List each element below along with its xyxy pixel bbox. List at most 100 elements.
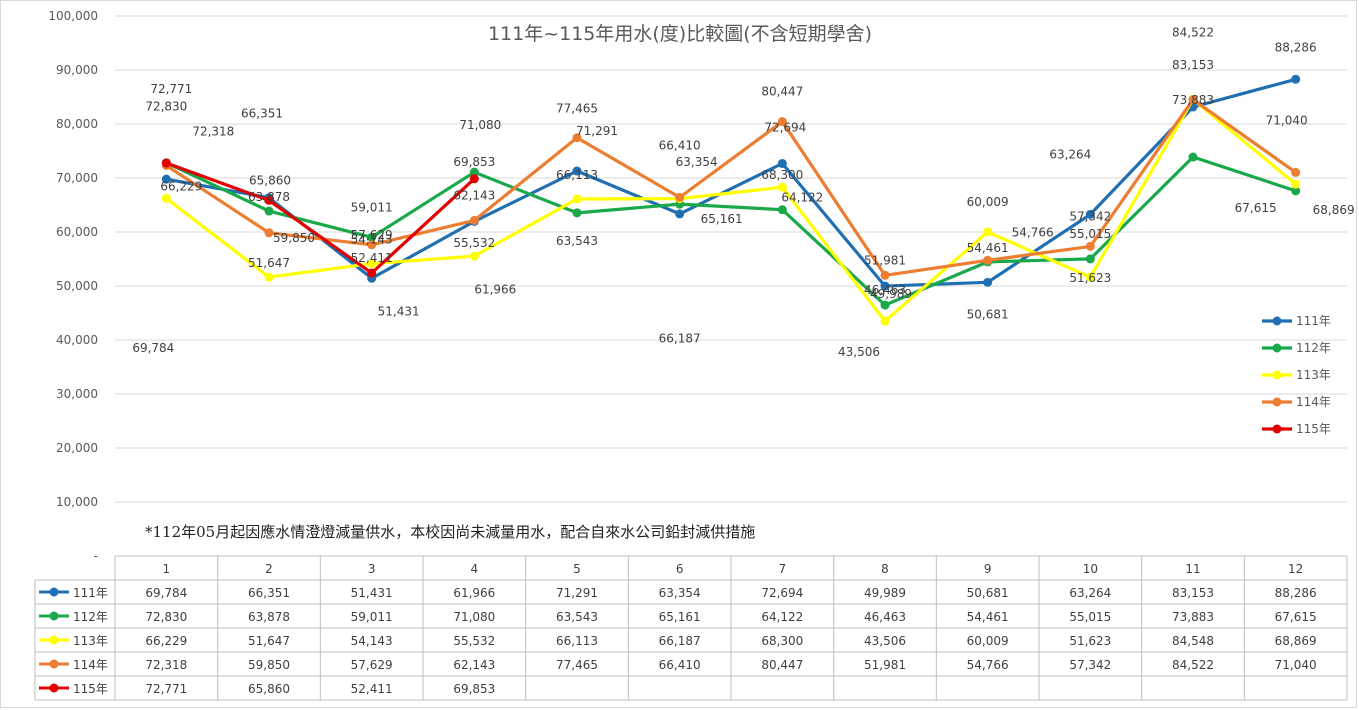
data-point — [161, 158, 171, 168]
data-label: 84,522 — [1172, 26, 1214, 40]
data-label: 55,532 — [453, 236, 495, 250]
data-point — [469, 174, 479, 184]
y-tick-label: 20,000 — [56, 441, 98, 455]
data-point — [469, 167, 479, 177]
data-label: 63,354 — [676, 155, 718, 169]
table-cell: 60,009 — [967, 634, 1009, 648]
data-label: 49,989 — [870, 287, 912, 301]
table-cell: 64,122 — [761, 610, 803, 624]
data-point — [1085, 272, 1095, 282]
data-point — [880, 270, 890, 280]
y-tick-label: 100,000 — [48, 9, 98, 23]
data-point — [880, 281, 890, 291]
data-label: 77,465 — [556, 102, 598, 116]
table-header-cell: 1 — [163, 562, 171, 576]
data-point — [264, 228, 274, 238]
data-label: 71,080 — [459, 118, 501, 132]
data-label: 72,830 — [145, 100, 187, 114]
data-label: 65,860 — [249, 173, 291, 187]
table-row-header: 115年 — [73, 682, 108, 696]
data-point — [1188, 95, 1198, 105]
legend: 111年 112年 113年 114年 115年 — [1262, 314, 1331, 436]
table-cell: 84,548 — [1172, 634, 1214, 648]
table-cell: 54,766 — [967, 658, 1009, 672]
data-label: 55,015 — [1069, 227, 1111, 241]
y-tick-label: 60,000 — [56, 225, 98, 239]
data-label: 66,229 — [160, 179, 202, 193]
table-row-header: 111年 — [73, 586, 108, 600]
data-label: 63,878 — [248, 190, 290, 204]
legend-marker — [1272, 343, 1282, 353]
data-label: 66,113 — [556, 168, 598, 182]
data-label: 66,410 — [659, 138, 701, 152]
data-label: 65,161 — [701, 212, 743, 226]
legend-marker — [1272, 397, 1282, 407]
table-cell: 61,966 — [453, 586, 495, 600]
table-cell: 63,354 — [659, 586, 701, 600]
table-cell: 50,681 — [967, 586, 1009, 600]
table-cell: 57,629 — [351, 658, 393, 672]
data-point — [572, 208, 582, 218]
data-label: 63,264 — [1049, 147, 1091, 161]
chart-note: *112年05月起因應水情澄燈減量供水，本校因尚未減量用水，配合自來水公司鉛封減… — [145, 523, 755, 541]
table-header-cell: 11 — [1185, 562, 1200, 576]
data-label: 80,447 — [761, 85, 803, 99]
y-tick-label: 10,000 — [56, 495, 98, 509]
data-point — [777, 205, 787, 215]
data-point — [1085, 241, 1095, 251]
series-line — [165, 155, 1297, 307]
data-point — [264, 195, 274, 205]
legend-label: 113年 — [1296, 368, 1331, 382]
table-cell: 80,447 — [761, 658, 803, 672]
data-label: 59,850 — [273, 231, 315, 245]
data-labels: 69,784 66,351 51,431 61,966 71,291 63,354 72,6… — [132, 26, 1355, 359]
table-cell: 69,784 — [145, 586, 187, 600]
data-label: 60,009 — [967, 195, 1009, 209]
table-cell: 71,040 — [1275, 658, 1317, 672]
data-point — [1291, 74, 1301, 84]
series-line — [166, 77, 1297, 288]
data-point — [880, 300, 890, 310]
table-cell: 66,410 — [659, 658, 701, 672]
y-tick-label: 80,000 — [56, 117, 98, 131]
table-cell: 55,532 — [453, 634, 495, 648]
data-label: 68,869 — [1313, 203, 1355, 217]
table-row-marker — [49, 635, 59, 645]
table-cell: 51,431 — [351, 586, 393, 600]
data-point — [675, 209, 685, 219]
table-cell: 51,647 — [248, 634, 290, 648]
table-cell: 72,771 — [145, 682, 187, 696]
table-header-cell: 9 — [984, 562, 992, 576]
table-cell: 54,461 — [967, 610, 1009, 624]
table-cell: 66,187 — [659, 634, 701, 648]
table-header-cell: 4 — [471, 562, 479, 576]
legend-marker — [1272, 316, 1282, 326]
chart-title: 111年~115年用水(度)比較圖(不含短期學舍) — [488, 23, 872, 45]
table-header-cell: 5 — [573, 562, 581, 576]
legend-label: 115年 — [1296, 422, 1331, 436]
y-tick-label: 70,000 — [56, 171, 98, 185]
table-header-cell: 2 — [265, 562, 273, 576]
data-label: 51,431 — [378, 304, 420, 318]
data-label: 68,300 — [761, 168, 803, 182]
data-point — [777, 117, 787, 127]
data-label: 51,981 — [864, 253, 906, 267]
y-tick-label: 90,000 — [56, 63, 98, 77]
data-label: 72,318 — [192, 124, 234, 138]
data-label: 51,647 — [248, 256, 290, 270]
data-label: 52,411 — [351, 251, 393, 265]
data-point — [367, 259, 377, 269]
table-cell: 59,011 — [351, 610, 393, 624]
data-label: 62,143 — [453, 188, 495, 202]
table-cell: 68,869 — [1275, 634, 1317, 648]
table-cell: 46,463 — [864, 610, 906, 624]
data-point — [572, 166, 582, 176]
data-label: 66,351 — [241, 107, 283, 121]
table-cell: 65,161 — [659, 610, 701, 624]
data-point — [161, 193, 171, 203]
table-row-marker — [49, 587, 59, 597]
data-label: 83,153 — [1172, 58, 1214, 72]
data-label: 66,187 — [659, 332, 701, 346]
data-label: 72,771 — [150, 82, 192, 96]
